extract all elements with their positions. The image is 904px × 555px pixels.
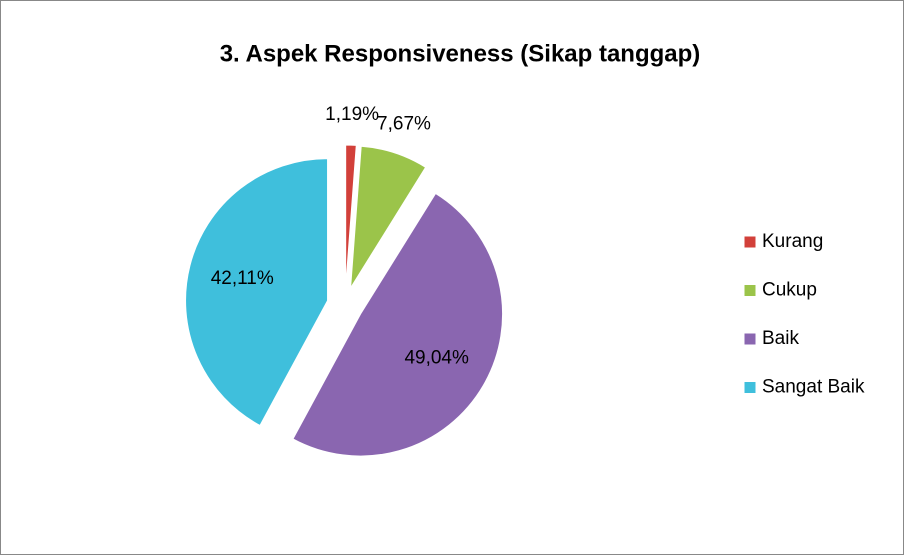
legend-swatch [743,235,757,249]
pie-slice [345,144,357,288]
legend-label: Sangat Baik [762,377,865,398]
pie-slice [292,192,504,457]
data-label: 1,19% [325,104,379,125]
pie-slice [185,158,329,427]
legend-swatch [743,332,757,346]
legend-label: Cukup [762,280,817,301]
legend-swatch [743,381,757,394]
legend-label: Baik [762,328,799,349]
legend-label: Kurang [762,231,823,252]
data-label: 49,04% [404,347,469,368]
pie-slice [350,145,427,289]
chart-title: 3. Aspek Responsiveness (Sikap tanggap) [220,40,701,67]
data-label: 7,67% [377,113,431,134]
legend-swatch [743,284,757,297]
data-label: 42,11% [211,268,274,289]
